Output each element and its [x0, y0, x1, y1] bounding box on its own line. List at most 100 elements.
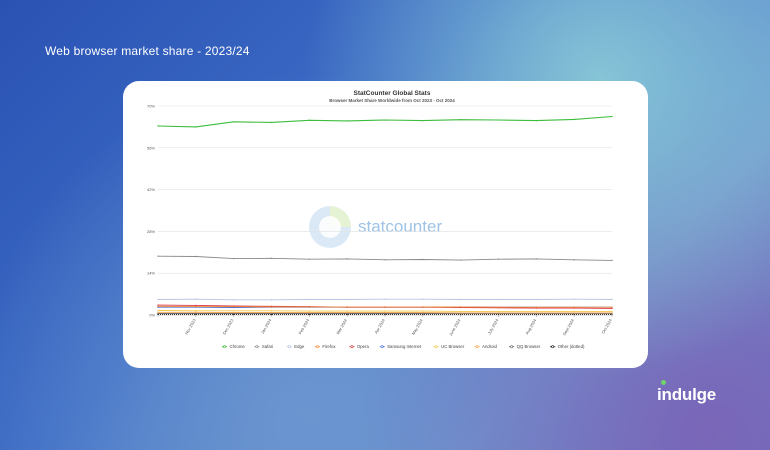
data-point: [346, 311, 348, 314]
data-point: [497, 119, 500, 121]
legend-item[interactable]: Chrome: [222, 344, 245, 349]
data-point: [611, 259, 613, 262]
legend-marker-icon: [380, 345, 384, 349]
data-point: [459, 259, 462, 261]
x-tick-label: Aug 2024: [524, 317, 537, 335]
y-tick-label: 42%: [147, 187, 155, 192]
grid-lines: [158, 105, 612, 316]
y-tick-label: 70%: [147, 104, 155, 109]
data-point: [535, 310, 538, 313]
data-point: [308, 306, 311, 308]
chart-title: StatCounter Global Stats: [354, 90, 431, 97]
slide-title: Web browser market share - 2023/24: [45, 44, 250, 58]
x-tick-label: Oct 2024: [600, 317, 613, 334]
data-point: [535, 312, 538, 314]
logo-dot-icon: [661, 380, 666, 385]
data-point: [497, 258, 500, 260]
data-point: [157, 304, 159, 306]
data-point: [157, 309, 159, 312]
chart-subtitle: Browser Market Share Worldwide from Oct …: [329, 98, 455, 103]
data-point: [195, 298, 197, 300]
legend-label: Samsung Internet: [387, 344, 422, 349]
statcounter-logo-inner-icon: [319, 216, 341, 238]
data-point: [270, 121, 273, 124]
legend-marker-icon: [475, 345, 479, 349]
y-tick-label: 56%: [147, 145, 155, 150]
data-point: [384, 310, 386, 312]
data-point: [459, 306, 462, 308]
data-point: [459, 312, 462, 314]
legend-label: QQ Browser: [517, 344, 541, 349]
legend-label: Other (dotted): [558, 344, 585, 349]
data-point: [195, 311, 197, 314]
x-tick-label: Apr 2024: [373, 317, 386, 334]
data-point: [422, 298, 424, 300]
y-tick-label: 28%: [147, 229, 155, 234]
data-point: [422, 258, 424, 261]
x-tick-label: May 2024: [411, 317, 425, 335]
data-point: [157, 312, 159, 315]
data-point: [346, 306, 348, 308]
data-point: [346, 120, 348, 122]
legend-marker-icon: [350, 345, 354, 349]
legend-marker-icon: [315, 345, 319, 349]
x-tick-label: Sept 2024: [562, 317, 576, 336]
data-point: [270, 306, 273, 308]
data-point: [535, 298, 538, 301]
data-point: [384, 119, 386, 121]
data-point: [157, 125, 159, 127]
legend-item[interactable]: UC Browser: [433, 344, 465, 349]
legend-item[interactable]: Other (dotted): [550, 344, 585, 349]
data-point: [232, 257, 235, 260]
legend-marker-icon: [223, 345, 226, 349]
legend-item[interactable]: Samsung Internet: [379, 344, 422, 349]
data-point: [346, 310, 348, 312]
legend-item[interactable]: Opera: [349, 344, 370, 349]
data-point: [459, 119, 462, 121]
legend-marker-icon: [510, 345, 514, 349]
legend-label: Opera: [357, 344, 370, 349]
series-line: [157, 115, 613, 128]
data-point: [195, 304, 197, 307]
x-tick-label: Dec 2023: [222, 317, 235, 335]
chart-svg: StatCounter Global Stats Browser Market …: [147, 90, 613, 349]
y-axis-ticks: 0% 14% 28% 42% 56% 70%: [147, 104, 155, 318]
data-point: [195, 305, 197, 308]
data-point: [195, 126, 197, 128]
y-tick-label: 14%: [147, 271, 155, 276]
data-point: [535, 258, 538, 260]
legend-marker-icon: [434, 345, 438, 349]
x-tick-label: Jan 2024: [260, 317, 273, 334]
data-point: [573, 312, 575, 314]
data-point: [270, 311, 273, 314]
x-tick-label: Feb 2024: [297, 317, 310, 335]
data-point: [422, 310, 424, 312]
data-point: [157, 311, 159, 314]
data-point: [611, 306, 613, 308]
data-point: [497, 312, 500, 314]
data-point: [384, 259, 386, 261]
data-point: [422, 119, 424, 122]
data-point: [157, 298, 159, 301]
data-point: [157, 255, 159, 257]
data-point: [270, 299, 273, 301]
legend-item[interactable]: Edge: [286, 344, 305, 349]
data-point: [573, 118, 575, 121]
data-point: [384, 311, 386, 314]
chart-card: StatCounter Global Stats Browser Market …: [123, 81, 648, 368]
y-tick-label: 0%: [149, 313, 155, 318]
legend-item[interactable]: Android: [474, 344, 498, 349]
data-point: [308, 298, 311, 301]
x-tick-label: June 2024: [448, 317, 462, 336]
data-point: [497, 310, 500, 313]
legend-item[interactable]: Safari: [254, 344, 273, 349]
data-point: [308, 119, 311, 122]
data-point: [195, 312, 197, 315]
data-point: [459, 298, 462, 301]
legend-item[interactable]: QQ Browser: [509, 344, 541, 349]
data-point: [384, 306, 386, 308]
legend-item[interactable]: Firefox: [314, 344, 336, 349]
data-point: [611, 307, 613, 310]
data-point: [232, 305, 235, 308]
x-tick-label: July 2024: [486, 317, 499, 335]
